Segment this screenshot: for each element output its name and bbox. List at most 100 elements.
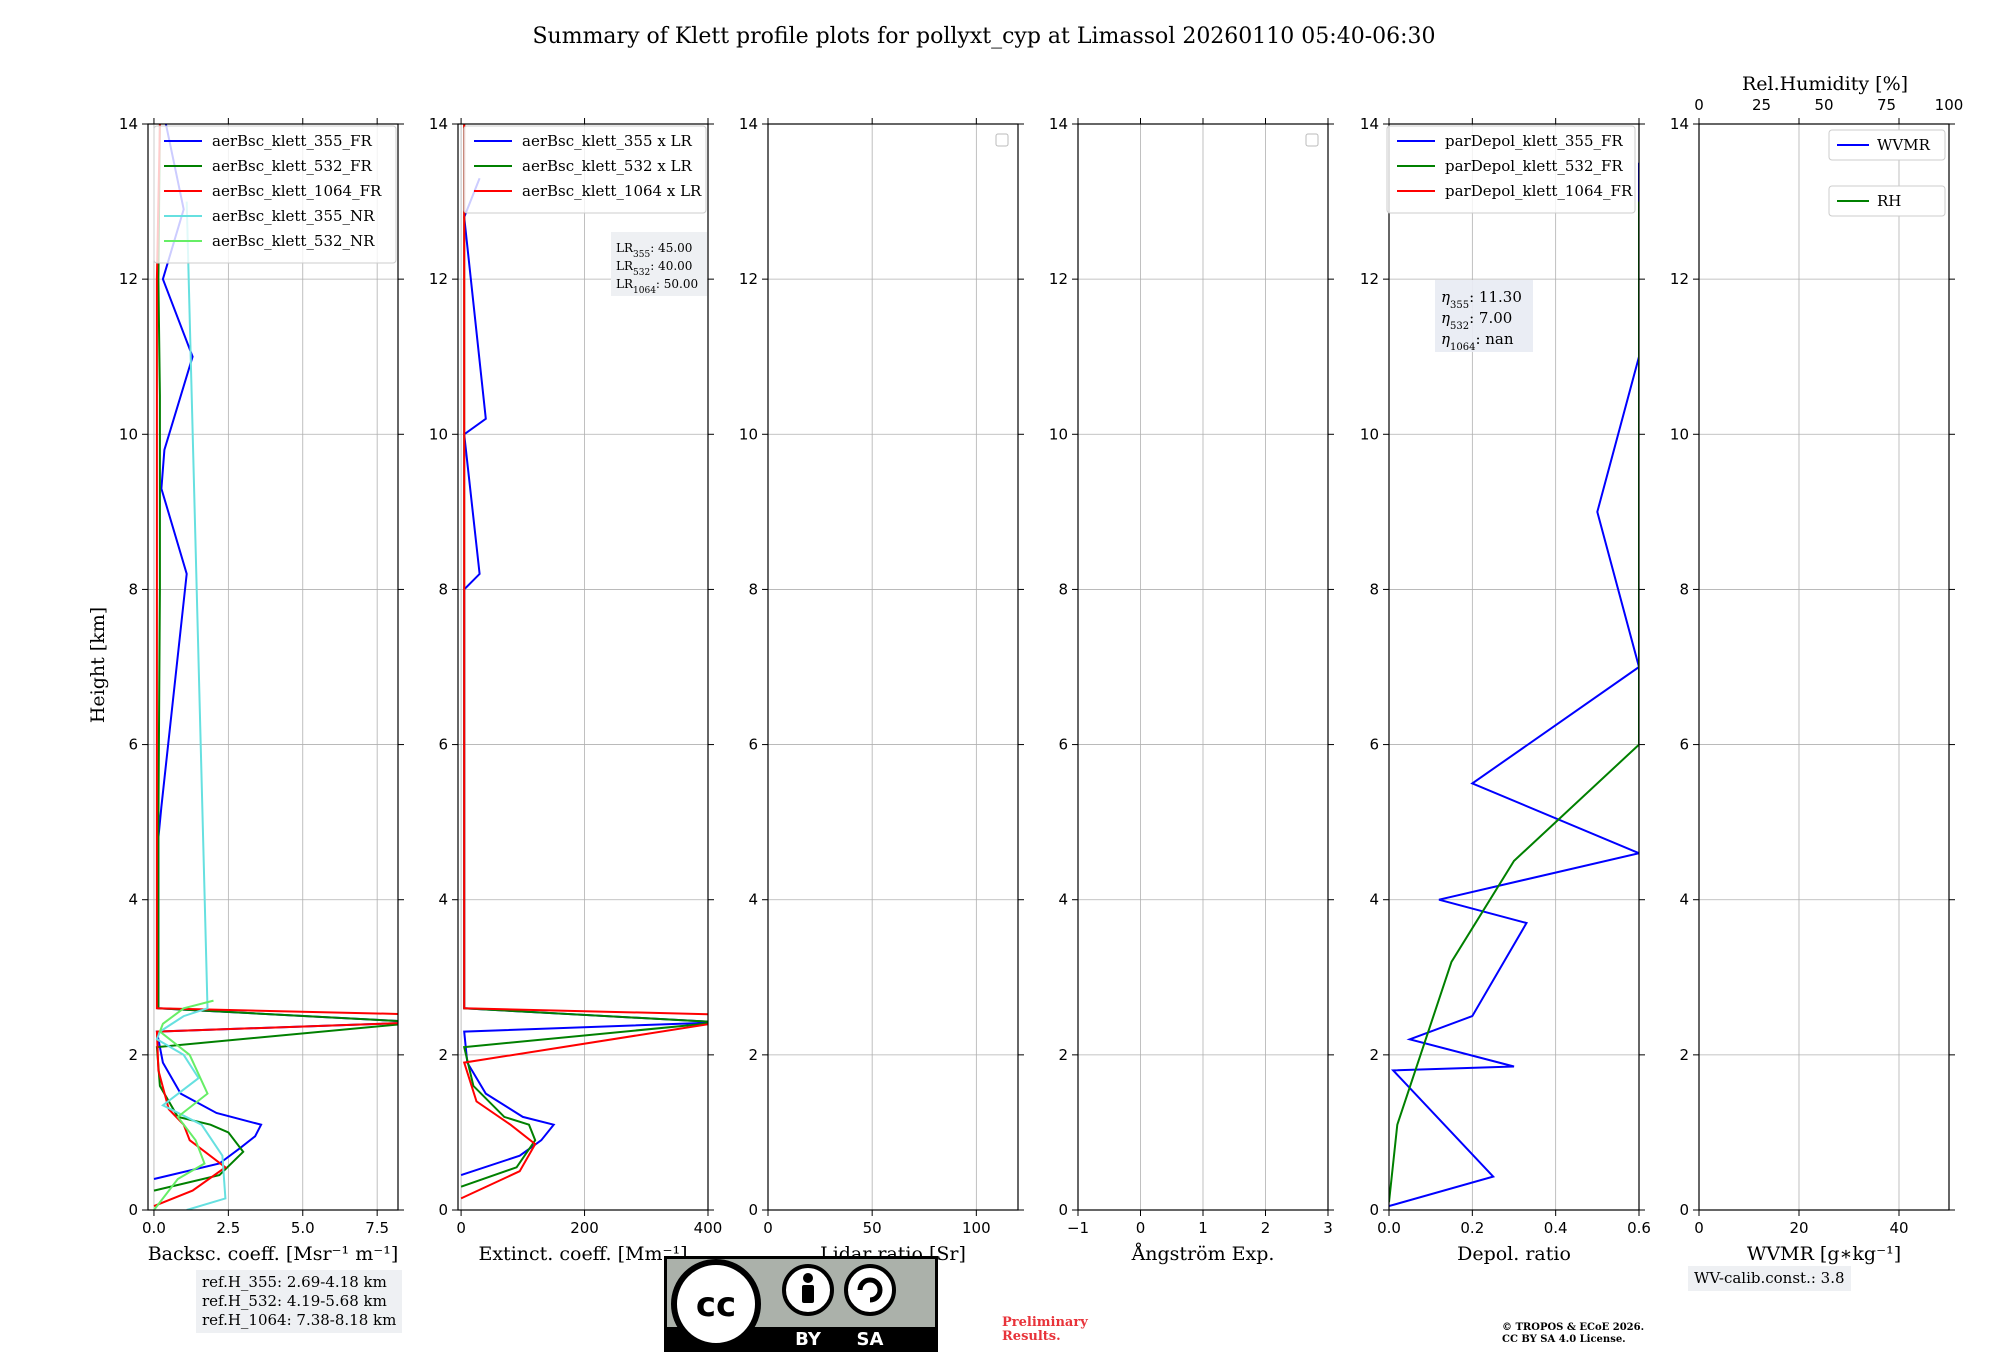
x-tick-label: 0.4 xyxy=(1544,1219,1568,1237)
legend-box xyxy=(1828,129,1946,161)
y-tick-label: 0 xyxy=(128,1201,138,1219)
eta-note-box xyxy=(1435,280,1533,352)
y-tick-label: 2 xyxy=(748,1046,758,1064)
legend-box xyxy=(153,125,397,264)
y-tick-label: 10 xyxy=(119,425,138,443)
x-axis-label: WVMR [g∗kg⁻¹] xyxy=(1747,1243,1901,1265)
preliminary-line1: Preliminary xyxy=(1002,1315,1088,1330)
lr-value: : 45.00 xyxy=(650,241,692,255)
lr-base: LR xyxy=(616,259,634,273)
preliminary-note: Preliminary Results. xyxy=(1002,1316,1088,1344)
x-tick-label: 0.0 xyxy=(1377,1219,1401,1237)
eta-symbol: η xyxy=(1441,288,1450,306)
legend-box xyxy=(463,125,707,214)
y-tick-label: 10 xyxy=(1049,425,1068,443)
empty-legend-box xyxy=(1305,133,1319,147)
lr-note-355: LR355: 45.00 xyxy=(616,241,692,260)
y-tick-label: 10 xyxy=(429,425,448,443)
eta-symbol: η xyxy=(1441,330,1450,348)
sa-arrow-icon xyxy=(857,1277,883,1303)
lr-base: LR xyxy=(616,277,634,291)
y-tick-label: 0 xyxy=(1058,1201,1068,1219)
legend-label-RH: RH xyxy=(1877,192,1901,210)
axes-frame xyxy=(767,123,1019,1211)
panel-wvmr: 0 2 4 6 8 10 12 14 0 20 40 WVMR [g∗kg⁻¹] WVMR RH 0 25 50… xyxy=(1670,73,1963,1265)
y-tick-label: 0 xyxy=(1369,1201,1379,1219)
wv-calib-text: WV-calib.const.: 3.8 xyxy=(1694,1269,1845,1287)
series-line-aerBsc_klett_355_NR xyxy=(155,201,227,1210)
y-tick-label: 4 xyxy=(128,891,138,909)
legend-label-parDepol_klett_1064_FR: parDepol_klett_1064_FR xyxy=(1445,182,1633,200)
lr-note-1064: LR1064: 50.00 xyxy=(616,277,698,296)
x-tick-label: 5.0 xyxy=(291,1219,315,1237)
top-x-tick-label: 0 xyxy=(1694,96,1704,114)
y-tick-label: 8 xyxy=(748,580,758,598)
y-tick-label: 8 xyxy=(128,580,138,598)
by-text: BY xyxy=(795,1329,822,1350)
ref-heights-box: ref.H_355: 2.69-4.18 km ref.H_532: 4.19-… xyxy=(196,1270,403,1333)
y-tick-label: 4 xyxy=(1679,891,1689,909)
y-tick-label: 2 xyxy=(1058,1046,1068,1064)
x-tick-label: 2.5 xyxy=(216,1219,240,1237)
y-tick-label: 6 xyxy=(1679,736,1689,754)
y-tick-label: 0 xyxy=(438,1201,448,1219)
x-tick-label: 0 xyxy=(456,1219,466,1237)
legend-label-parDepol_klett_532_FR: parDepol_klett_532_FR xyxy=(1445,157,1623,175)
eta-value: : 7.00 xyxy=(1469,309,1512,327)
eta-note-1064: η1064: nan xyxy=(1441,330,1514,353)
axes-frame xyxy=(457,123,709,1211)
y-tick-label: 8 xyxy=(1679,580,1689,598)
eta-sub: 1064 xyxy=(1450,342,1475,353)
y-tick-label: 4 xyxy=(1058,891,1068,909)
cc-text: cc xyxy=(696,1285,736,1325)
y-tick-label: 2 xyxy=(1369,1046,1379,1064)
series-line-parDepol_klett_532_FR xyxy=(1389,201,1639,1203)
x-axis-label: Ångström Exp. xyxy=(1131,1243,1275,1265)
legend-box xyxy=(1828,185,1946,217)
x-tick-label: 0 xyxy=(1136,1219,1146,1237)
y-tick-label: 12 xyxy=(1670,270,1689,288)
series-line-aerBsc_klett_1064_FR xyxy=(153,124,398,1208)
y-tick-label: 0 xyxy=(1679,1201,1689,1219)
top-x-tick-label: 100 xyxy=(1935,96,1964,114)
eta-value: : nan xyxy=(1475,330,1513,348)
x-tick-label: 0.6 xyxy=(1627,1219,1651,1237)
x-tick-label: 400 xyxy=(694,1219,723,1237)
y-tick-label: 12 xyxy=(119,270,138,288)
y-tick-label: 14 xyxy=(1049,115,1068,133)
eta-note-532: η532: 7.00 xyxy=(1441,309,1512,332)
y-tick-label: 6 xyxy=(128,736,138,754)
y-tick-label: 14 xyxy=(1360,115,1379,133)
y-tick-label: 10 xyxy=(739,425,758,443)
y-tick-label: 2 xyxy=(128,1046,138,1064)
x-tick-label: 0 xyxy=(1694,1219,1704,1237)
legend-label-aerBsc_klett_355 x LR: aerBsc_klett_355 x LR xyxy=(522,132,693,150)
top-x-tick-label: 50 xyxy=(1814,96,1833,114)
x-tick-label: −1 xyxy=(1067,1219,1089,1237)
lr-sub: 355 xyxy=(633,250,650,260)
eta-sub: 355 xyxy=(1450,300,1469,311)
ref-height-355: ref.H_355: 2.69-4.18 km xyxy=(202,1273,387,1291)
axes-frame xyxy=(1698,123,1950,1211)
x-tick-label: 7.5 xyxy=(365,1219,389,1237)
sa-share-alike-icon xyxy=(844,1264,896,1316)
y-axis-label: Height [km] xyxy=(87,607,109,723)
figure-title: Summary of Klett profile plots for polly… xyxy=(532,24,1435,49)
y-tick-label: 14 xyxy=(119,115,138,133)
x-tick-label: 20 xyxy=(1789,1219,1808,1237)
series-line-aerBsc_klett_355 x LR xyxy=(460,177,708,1177)
x-tick-label: 2 xyxy=(1261,1219,1271,1237)
y-tick-label: 8 xyxy=(1369,580,1379,598)
lr-value: : 40.00 xyxy=(650,259,692,273)
ref-height-532: ref.H_532: 4.19-5.68 km xyxy=(202,1292,387,1310)
y-tick-label: 8 xyxy=(438,580,448,598)
cc-license-badge: cc BY SA xyxy=(664,1256,938,1352)
lr-base: LR xyxy=(616,241,634,255)
lr-sub: 1064 xyxy=(633,286,656,296)
y-tick-label: 2 xyxy=(1679,1046,1689,1064)
lr-note-532: LR532: 40.00 xyxy=(616,259,692,278)
x-tick-label: 40 xyxy=(1889,1219,1908,1237)
legend-label-WVMR: WVMR xyxy=(1877,136,1931,154)
y-tick-label: 2 xyxy=(438,1046,448,1064)
